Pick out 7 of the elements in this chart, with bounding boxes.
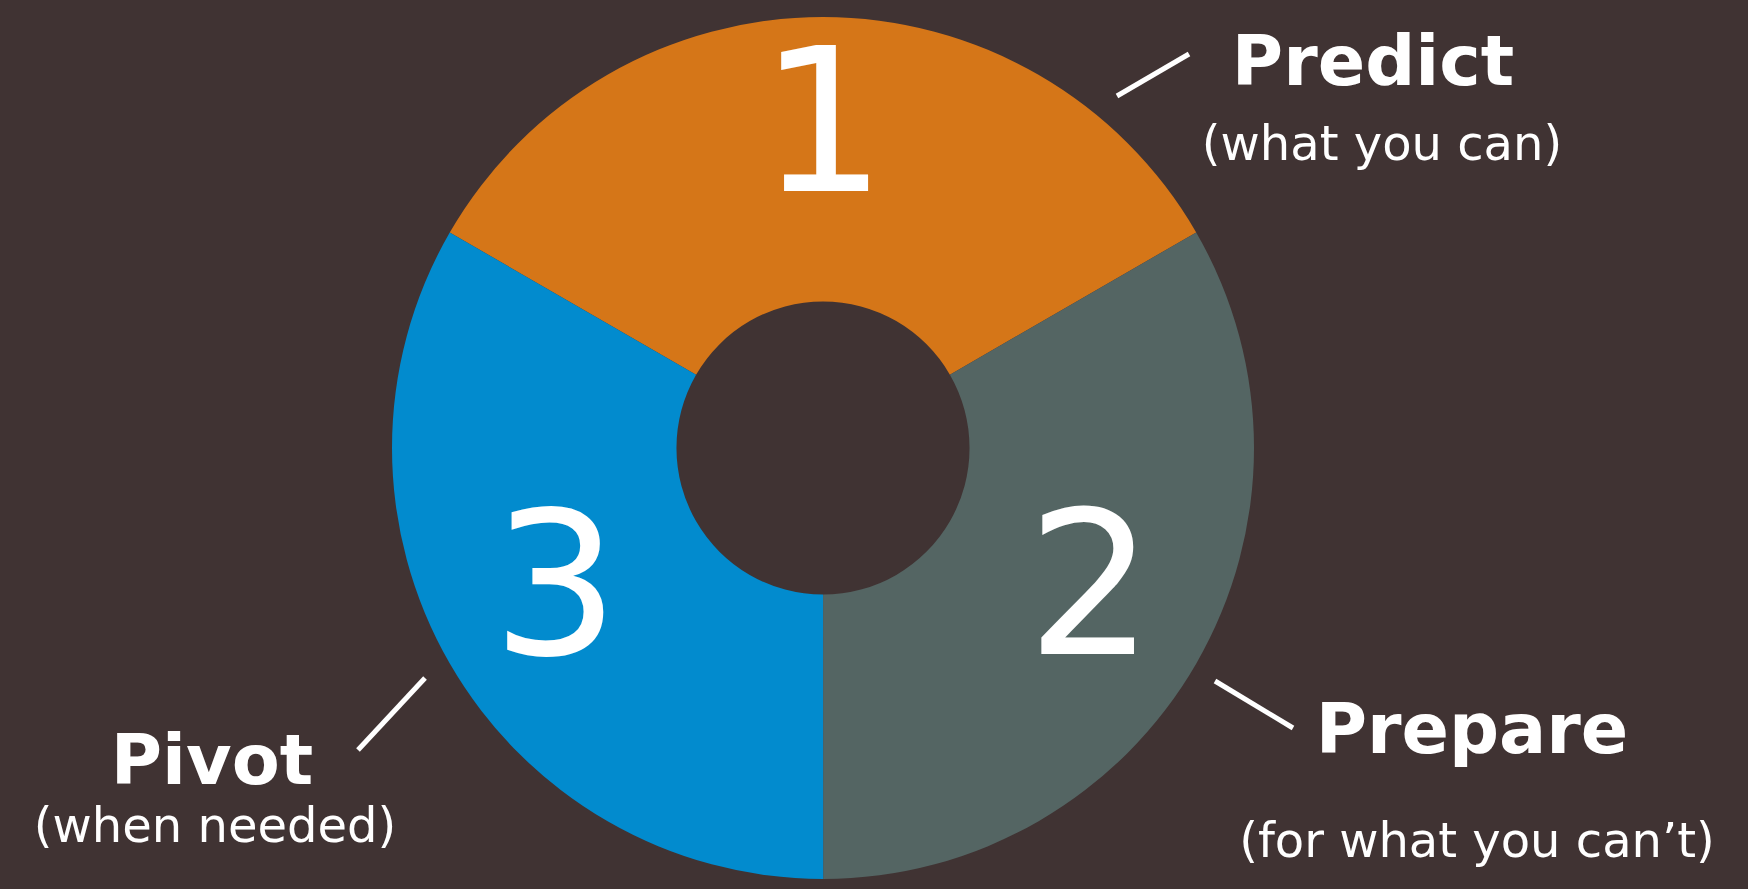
text: (what you can) [1201,115,1563,172]
text: (for what you can’t) [1239,812,1715,869]
slice-label: Predict [1231,20,1515,103]
slice-label: Prepare [1315,688,1629,771]
text: 2 [1026,468,1155,702]
text: 3 [492,468,620,702]
text: 1 [759,5,887,239]
